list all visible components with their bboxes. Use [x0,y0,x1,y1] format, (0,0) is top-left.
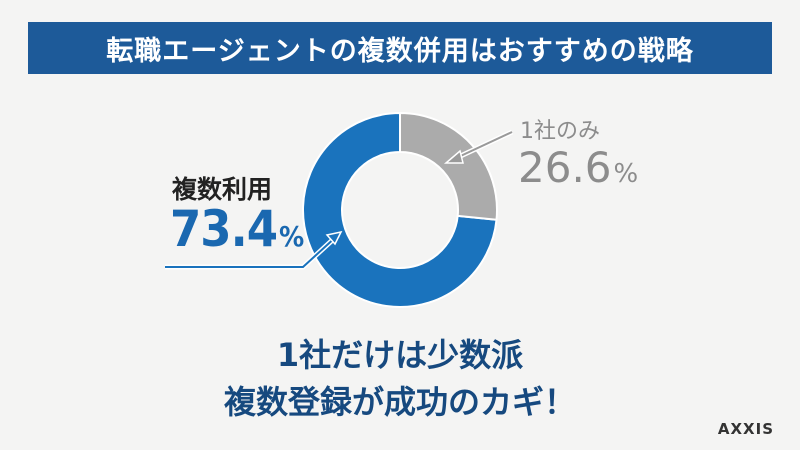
value-single-company-number: 26.6 [518,143,612,192]
value-multiple-use: 73.4% [170,200,304,258]
value-multiple-use-number: 73.4 [170,200,278,258]
title-banner: 転職エージェントの複数併用はおすすめの戦略 [28,22,772,74]
axxis-logo: AXXIS [717,420,774,438]
slice-single-company [399,111,498,221]
page-title: 転職エージェントの複数併用はおすすめの戦略 [106,35,694,67]
arrow-to-single [443,129,514,164]
value-single-company-unit: % [613,159,639,189]
conclusion-line-1: 1社だけは少数派 [276,336,524,374]
label-multiple-use: 複数利用 [172,175,273,204]
label-single-company: 1社のみ [520,119,600,144]
conclusion-line-2: 複数登録が成功のカギ！ [223,383,576,421]
value-multiple-use-unit: % [279,220,305,253]
slice-multiple-use [302,111,498,308]
value-single-company: 26.6% [518,143,638,192]
arrow-to-multiple [165,230,343,270]
